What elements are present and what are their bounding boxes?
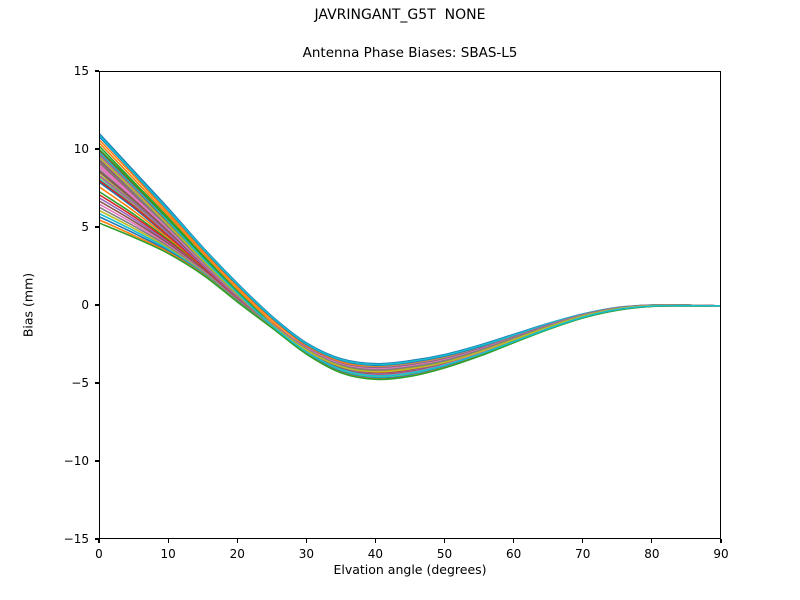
x-tick-mark <box>720 539 722 543</box>
line-curve-35 <box>100 175 720 369</box>
x-tick-label: 80 <box>644 547 660 561</box>
line-curve-09 <box>100 174 720 369</box>
line-curve-28 <box>100 206 720 378</box>
y-tick-label: −15 <box>63 532 89 546</box>
line-curve-40 <box>100 152 720 377</box>
x-tick-mark <box>167 539 169 543</box>
line-curve-18 <box>100 171 720 370</box>
y-tick-label: 5 <box>81 220 89 234</box>
x-tick-label: 30 <box>298 547 314 561</box>
y-tick-label: 0 <box>81 298 89 312</box>
line-curve-10 <box>100 178 720 369</box>
line-curve-21 <box>100 181 720 370</box>
curve-series-group <box>100 133 720 381</box>
x-tick-mark <box>98 539 100 543</box>
line-curve-26 <box>100 200 720 376</box>
y-tick-label: −10 <box>63 454 89 468</box>
line-curve-27 <box>100 203 720 377</box>
x-tick-mark <box>513 539 515 543</box>
x-tick-label: 60 <box>506 547 522 561</box>
line-curve-19 <box>100 176 720 369</box>
x-tick-mark <box>236 539 238 543</box>
line-curve-25 <box>100 197 720 375</box>
x-tick-label: 10 <box>160 547 176 561</box>
x-tick-mark <box>374 539 376 543</box>
x-tick-mark <box>582 539 584 543</box>
line-curve-08 <box>100 169 720 370</box>
x-tick-label: 90 <box>713 547 729 561</box>
line-curve-22 <box>100 186 720 372</box>
x-tick-label: 40 <box>367 547 384 561</box>
x-tick-label: 70 <box>575 547 591 561</box>
line-curve-34 <box>100 180 720 370</box>
axes-title: Antenna Phase Biases: SBAS-L5 <box>302 45 518 61</box>
line-curve-23 <box>100 191 720 373</box>
y-tick-label: 15 <box>73 64 89 78</box>
x-axis-label: Elvation angle (degrees) <box>333 562 487 577</box>
line-curve-36 <box>100 171 720 370</box>
x-tick-mark <box>305 539 307 543</box>
x-tick-label: 20 <box>229 547 245 561</box>
plot-area <box>99 71 721 539</box>
x-tick-mark <box>651 539 653 543</box>
y-tick-label: −5 <box>71 376 89 390</box>
y-axis-label: Bias (mm) <box>20 272 36 338</box>
x-tick-label: 0 <box>95 547 103 561</box>
x-tick-label: 50 <box>436 547 453 561</box>
figure-suptitle: JAVRINGANT_G5T NONE <box>314 7 486 23</box>
y-tick-label: 10 <box>73 142 89 156</box>
line-curve-24 <box>100 194 720 374</box>
x-tick-mark <box>444 539 446 543</box>
